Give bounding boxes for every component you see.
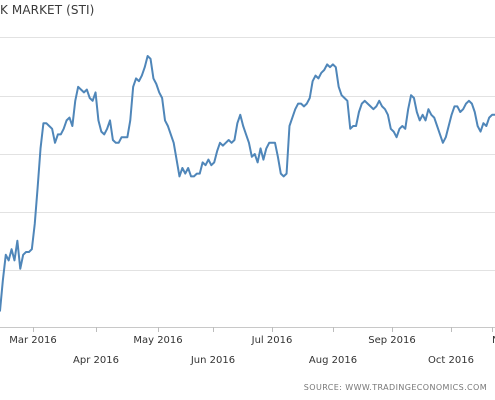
x-tick-label-8: N: [492, 335, 495, 346]
chart-title: K MARKET (STI): [0, 3, 95, 17]
x-tick-label-6: Sep 2016: [368, 335, 415, 346]
x-tick-label-5: Aug 2016: [309, 355, 357, 366]
x-tick-label-1: Apr 2016: [73, 355, 119, 366]
source-note: SOURCE: WWW.TRADINGECONOMICS.COM: [303, 383, 487, 392]
x-tick-label-3: Jun 2016: [190, 355, 235, 366]
x-axis-labels: Mar 2016 Apr 2016 May 2016 Jun 2016 Jul 2016…: [9, 335, 495, 366]
series-line: [0, 55, 495, 312]
gridlines: [0, 37, 495, 328]
x-tick-label-0: Mar 2016: [9, 335, 57, 346]
x-tick-label-4: Jul 2016: [251, 335, 293, 346]
x-tick-label-2: May 2016: [133, 335, 182, 346]
x-tick-label-7: Oct 2016: [428, 355, 474, 366]
x-axis-ticks: [33, 327, 493, 332]
